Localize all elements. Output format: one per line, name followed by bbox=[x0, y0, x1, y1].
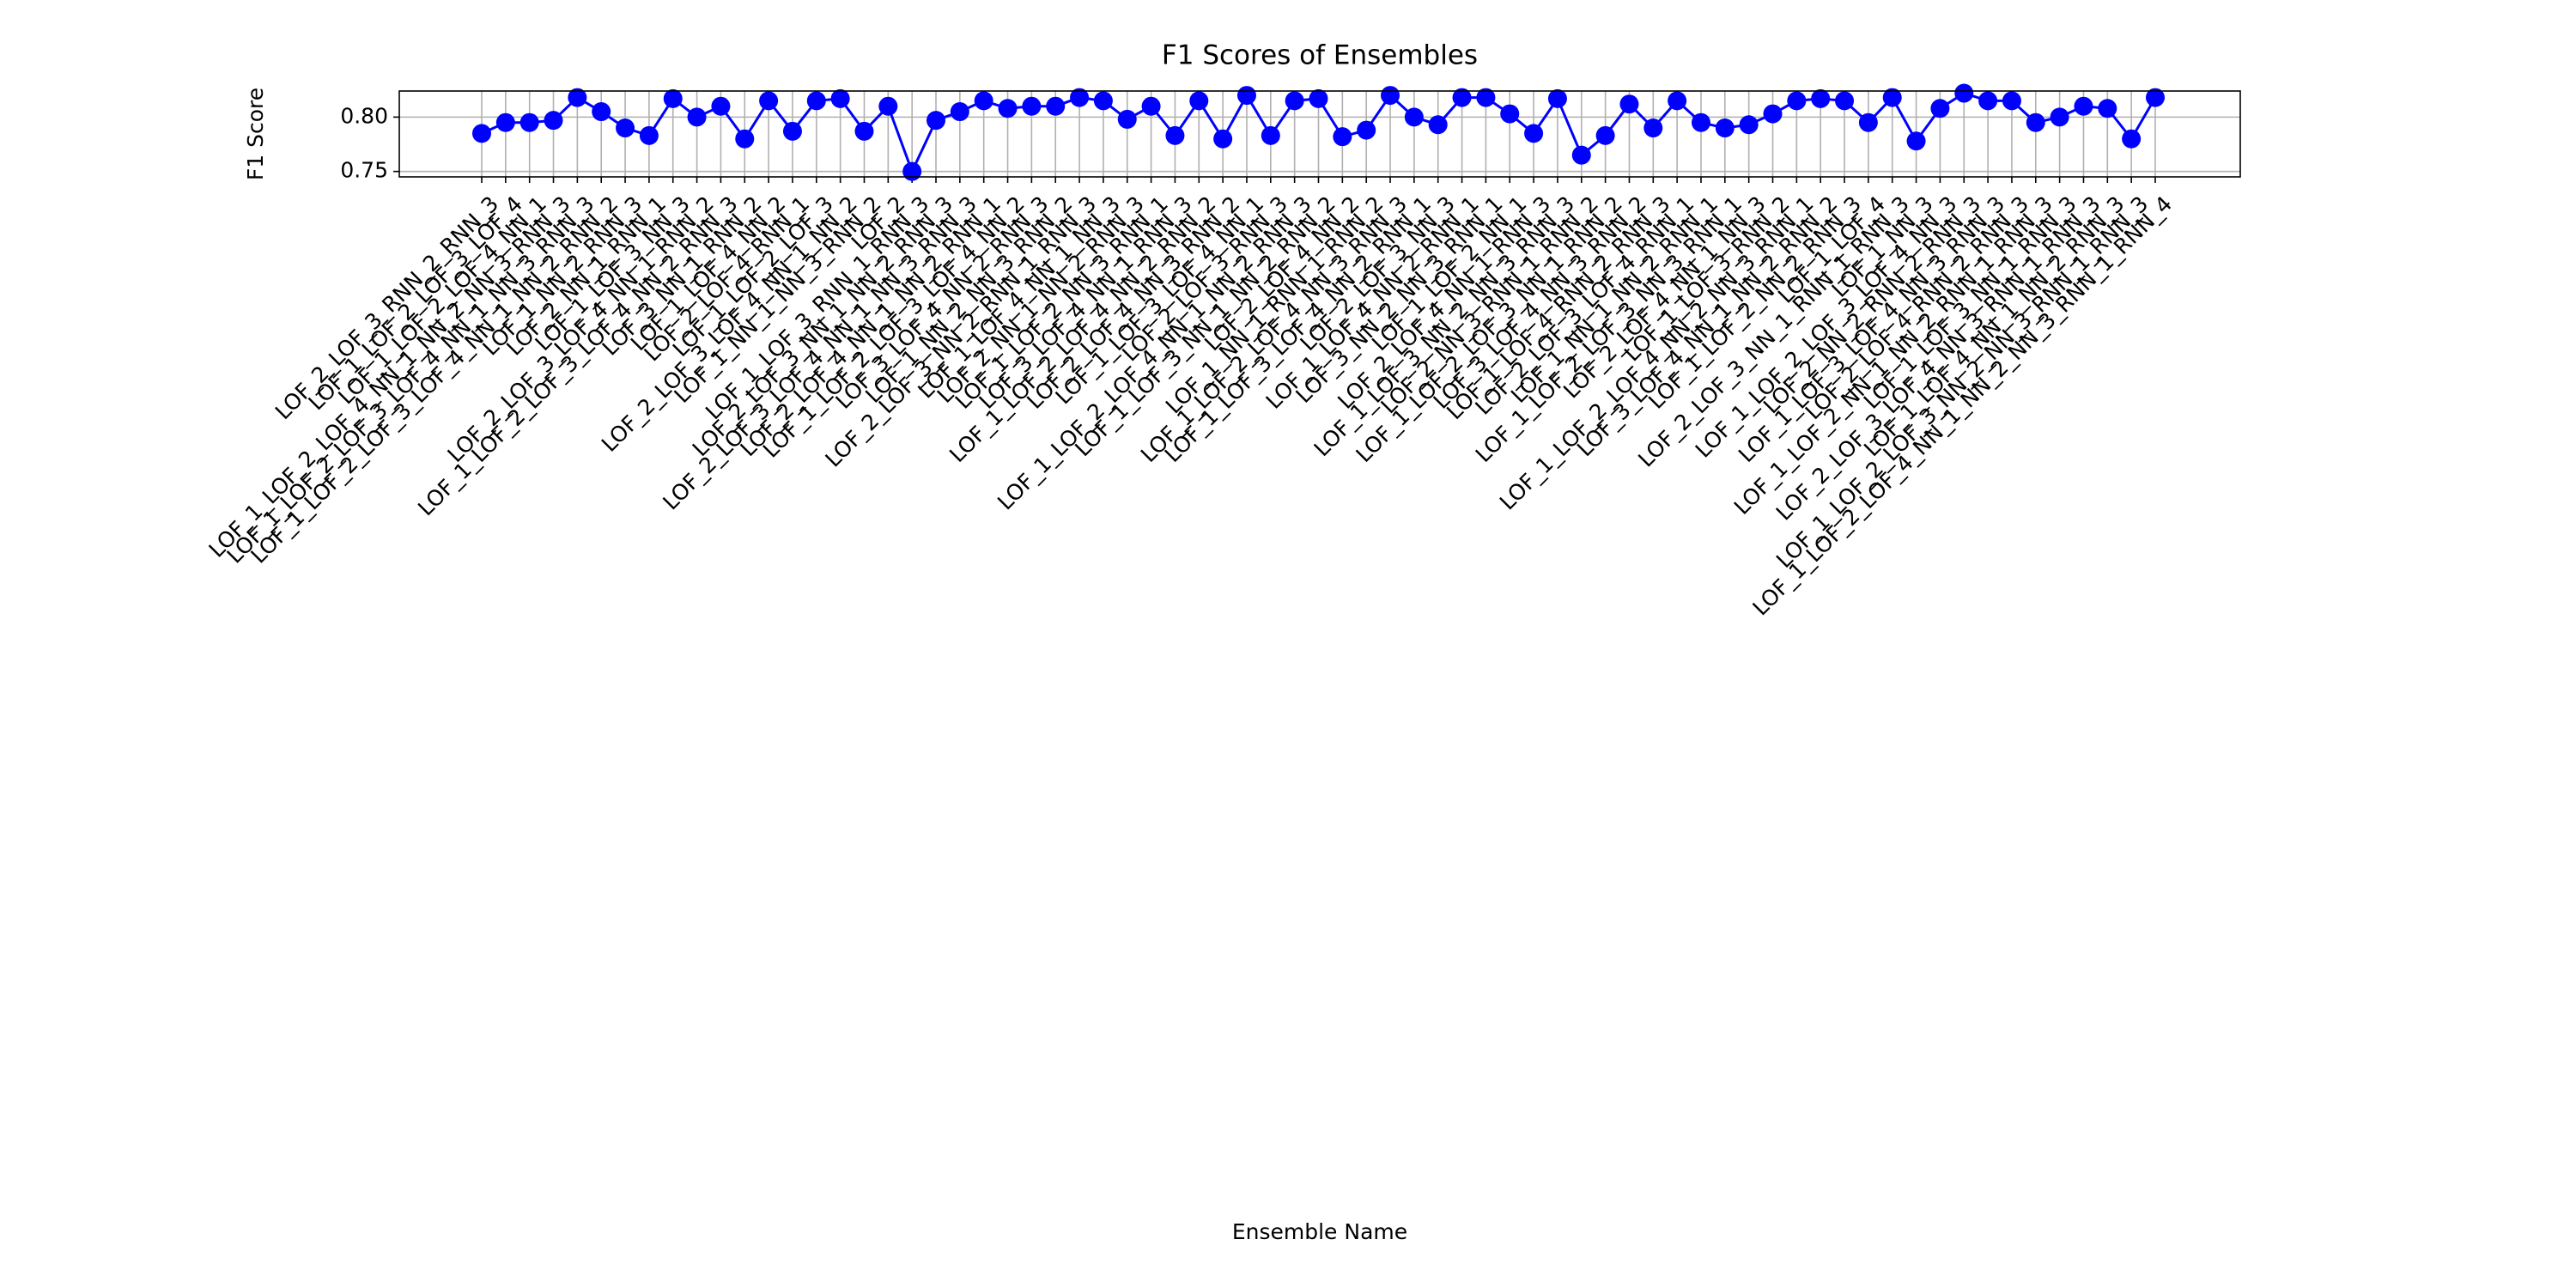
point bbox=[1261, 125, 1280, 145]
point bbox=[1882, 88, 1902, 107]
point bbox=[950, 102, 969, 122]
point bbox=[2026, 112, 2045, 132]
y-axis-label: F1 Score bbox=[243, 88, 268, 180]
point bbox=[1524, 124, 1544, 143]
plot-frame bbox=[398, 90, 2241, 178]
point bbox=[1285, 91, 1304, 111]
point bbox=[1906, 131, 1926, 151]
point bbox=[616, 118, 635, 138]
point bbox=[1595, 125, 1615, 145]
point bbox=[2050, 107, 2069, 127]
point bbox=[1333, 127, 1352, 147]
point bbox=[1452, 88, 1472, 107]
x-axis-label: Ensemble Name bbox=[1232, 1219, 1407, 1244]
point bbox=[495, 112, 515, 132]
point bbox=[1117, 109, 1137, 129]
point bbox=[2146, 88, 2165, 107]
point bbox=[1236, 86, 1256, 106]
point bbox=[663, 88, 683, 108]
point bbox=[1787, 91, 1807, 111]
point bbox=[1309, 88, 1328, 108]
point bbox=[639, 125, 659, 145]
point bbox=[759, 91, 779, 111]
point bbox=[1428, 115, 1448, 135]
point bbox=[1858, 112, 1878, 132]
point bbox=[1500, 104, 1520, 124]
point bbox=[2098, 99, 2117, 118]
point bbox=[472, 124, 491, 143]
point bbox=[854, 121, 874, 141]
point bbox=[1571, 145, 1591, 165]
y-tick-label: 0.80 bbox=[340, 103, 388, 128]
point bbox=[1739, 115, 1759, 135]
point bbox=[1835, 91, 1855, 111]
point bbox=[1022, 96, 1042, 116]
point bbox=[1930, 99, 1950, 118]
point bbox=[1141, 96, 1161, 116]
point bbox=[1811, 88, 1831, 108]
point bbox=[974, 91, 993, 111]
point bbox=[1381, 86, 1400, 106]
point bbox=[878, 96, 898, 116]
point bbox=[687, 107, 707, 127]
point bbox=[711, 96, 731, 116]
point bbox=[1954, 83, 1974, 103]
point bbox=[1619, 94, 1639, 114]
point bbox=[1070, 88, 1090, 107]
point bbox=[1547, 88, 1567, 108]
point bbox=[806, 91, 826, 111]
point bbox=[998, 99, 1018, 118]
point bbox=[927, 111, 946, 131]
point bbox=[1189, 91, 1209, 111]
point bbox=[568, 88, 587, 107]
point bbox=[1715, 118, 1735, 138]
y-tick-label: 0.75 bbox=[340, 158, 388, 183]
point bbox=[2122, 129, 2142, 149]
point bbox=[1046, 96, 1066, 116]
point bbox=[592, 102, 611, 122]
point bbox=[1476, 88, 1496, 107]
point bbox=[1668, 91, 1687, 111]
point bbox=[1763, 104, 1783, 124]
point bbox=[1093, 91, 1113, 111]
point bbox=[735, 129, 755, 149]
point bbox=[1404, 107, 1424, 127]
point bbox=[2074, 96, 2093, 116]
point bbox=[544, 111, 563, 131]
point bbox=[1165, 125, 1185, 145]
point bbox=[1691, 112, 1710, 132]
point bbox=[519, 112, 539, 132]
point bbox=[902, 161, 922, 181]
point bbox=[1357, 120, 1376, 140]
point bbox=[2002, 91, 2021, 111]
point bbox=[1213, 129, 1233, 149]
point bbox=[1978, 91, 1998, 111]
point bbox=[830, 88, 850, 108]
point bbox=[1643, 118, 1663, 138]
chart-title: F1 Scores of Ensembles bbox=[1162, 40, 1478, 71]
point bbox=[782, 121, 802, 141]
